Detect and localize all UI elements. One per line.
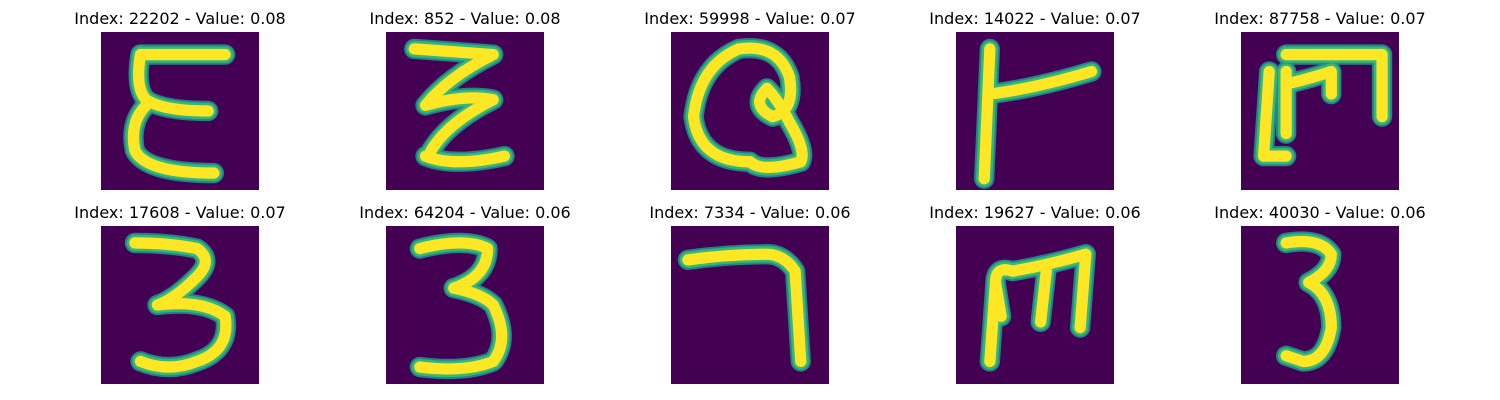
stroke-core bbox=[989, 276, 1007, 322]
panel-9: Index: 19627 - Value: 0.06 bbox=[893, 203, 1177, 393]
stroke-core bbox=[408, 43, 499, 157]
stroke-core bbox=[127, 99, 220, 179]
stroke-core bbox=[1035, 265, 1052, 328]
digit-image bbox=[671, 226, 829, 384]
panel-7: Index: 64204 - Value: 0.06 bbox=[323, 203, 607, 393]
stroke-core bbox=[682, 248, 807, 368]
panel-title: Index: 64204 - Value: 0.06 bbox=[359, 203, 571, 222]
stroke-core bbox=[978, 43, 996, 185]
panel-title: Index: 852 - Value: 0.08 bbox=[369, 9, 561, 28]
stroke-core bbox=[1280, 235, 1337, 368]
digit-image bbox=[101, 226, 259, 384]
panel-6: Index: 17608 - Value: 0.07 bbox=[38, 203, 322, 393]
stroke-core bbox=[419, 150, 511, 168]
panel-1: Index: 22202 - Value: 0.08 bbox=[38, 9, 322, 199]
panel-title: Index: 14022 - Value: 0.07 bbox=[929, 9, 1141, 28]
panel-title: Index: 59998 - Value: 0.07 bbox=[644, 9, 856, 28]
panel-5: Index: 87758 - Value: 0.07 bbox=[1178, 9, 1462, 199]
digit-image bbox=[386, 32, 544, 190]
panel-title: Index: 7334 - Value: 0.06 bbox=[649, 203, 851, 222]
digit-image bbox=[1241, 32, 1399, 190]
digit-image bbox=[956, 226, 1114, 384]
panel-8: Index: 7334 - Value: 0.06 bbox=[608, 203, 892, 393]
digit-image bbox=[671, 32, 829, 190]
stroke-core bbox=[984, 65, 1098, 100]
panel-title: Index: 87758 - Value: 0.07 bbox=[1214, 9, 1426, 28]
stroke-core bbox=[414, 237, 508, 375]
panel-2: Index: 852 - Value: 0.08 bbox=[323, 9, 607, 199]
stroke-core bbox=[129, 237, 232, 373]
panel-title: Index: 17608 - Value: 0.07 bbox=[74, 203, 286, 222]
digit-image bbox=[101, 32, 259, 190]
digit-image bbox=[386, 226, 544, 384]
stroke-core bbox=[984, 248, 1092, 368]
digit-image bbox=[1241, 226, 1399, 384]
stroke-core bbox=[1286, 65, 1337, 100]
stroke-core bbox=[1257, 65, 1292, 162]
stroke-core bbox=[1280, 48, 1388, 123]
panel-title: Index: 22202 - Value: 0.08 bbox=[74, 9, 286, 28]
panel-4: Index: 14022 - Value: 0.07 bbox=[893, 9, 1177, 199]
panel-title: Index: 19627 - Value: 0.06 bbox=[929, 203, 1141, 222]
panel-3: Index: 59998 - Value: 0.07 bbox=[608, 9, 892, 199]
stroke-core bbox=[687, 42, 808, 174]
digit-image bbox=[956, 32, 1114, 190]
panel-10: Index: 40030 - Value: 0.06 bbox=[1178, 203, 1462, 393]
panel-title: Index: 40030 - Value: 0.06 bbox=[1214, 203, 1426, 222]
